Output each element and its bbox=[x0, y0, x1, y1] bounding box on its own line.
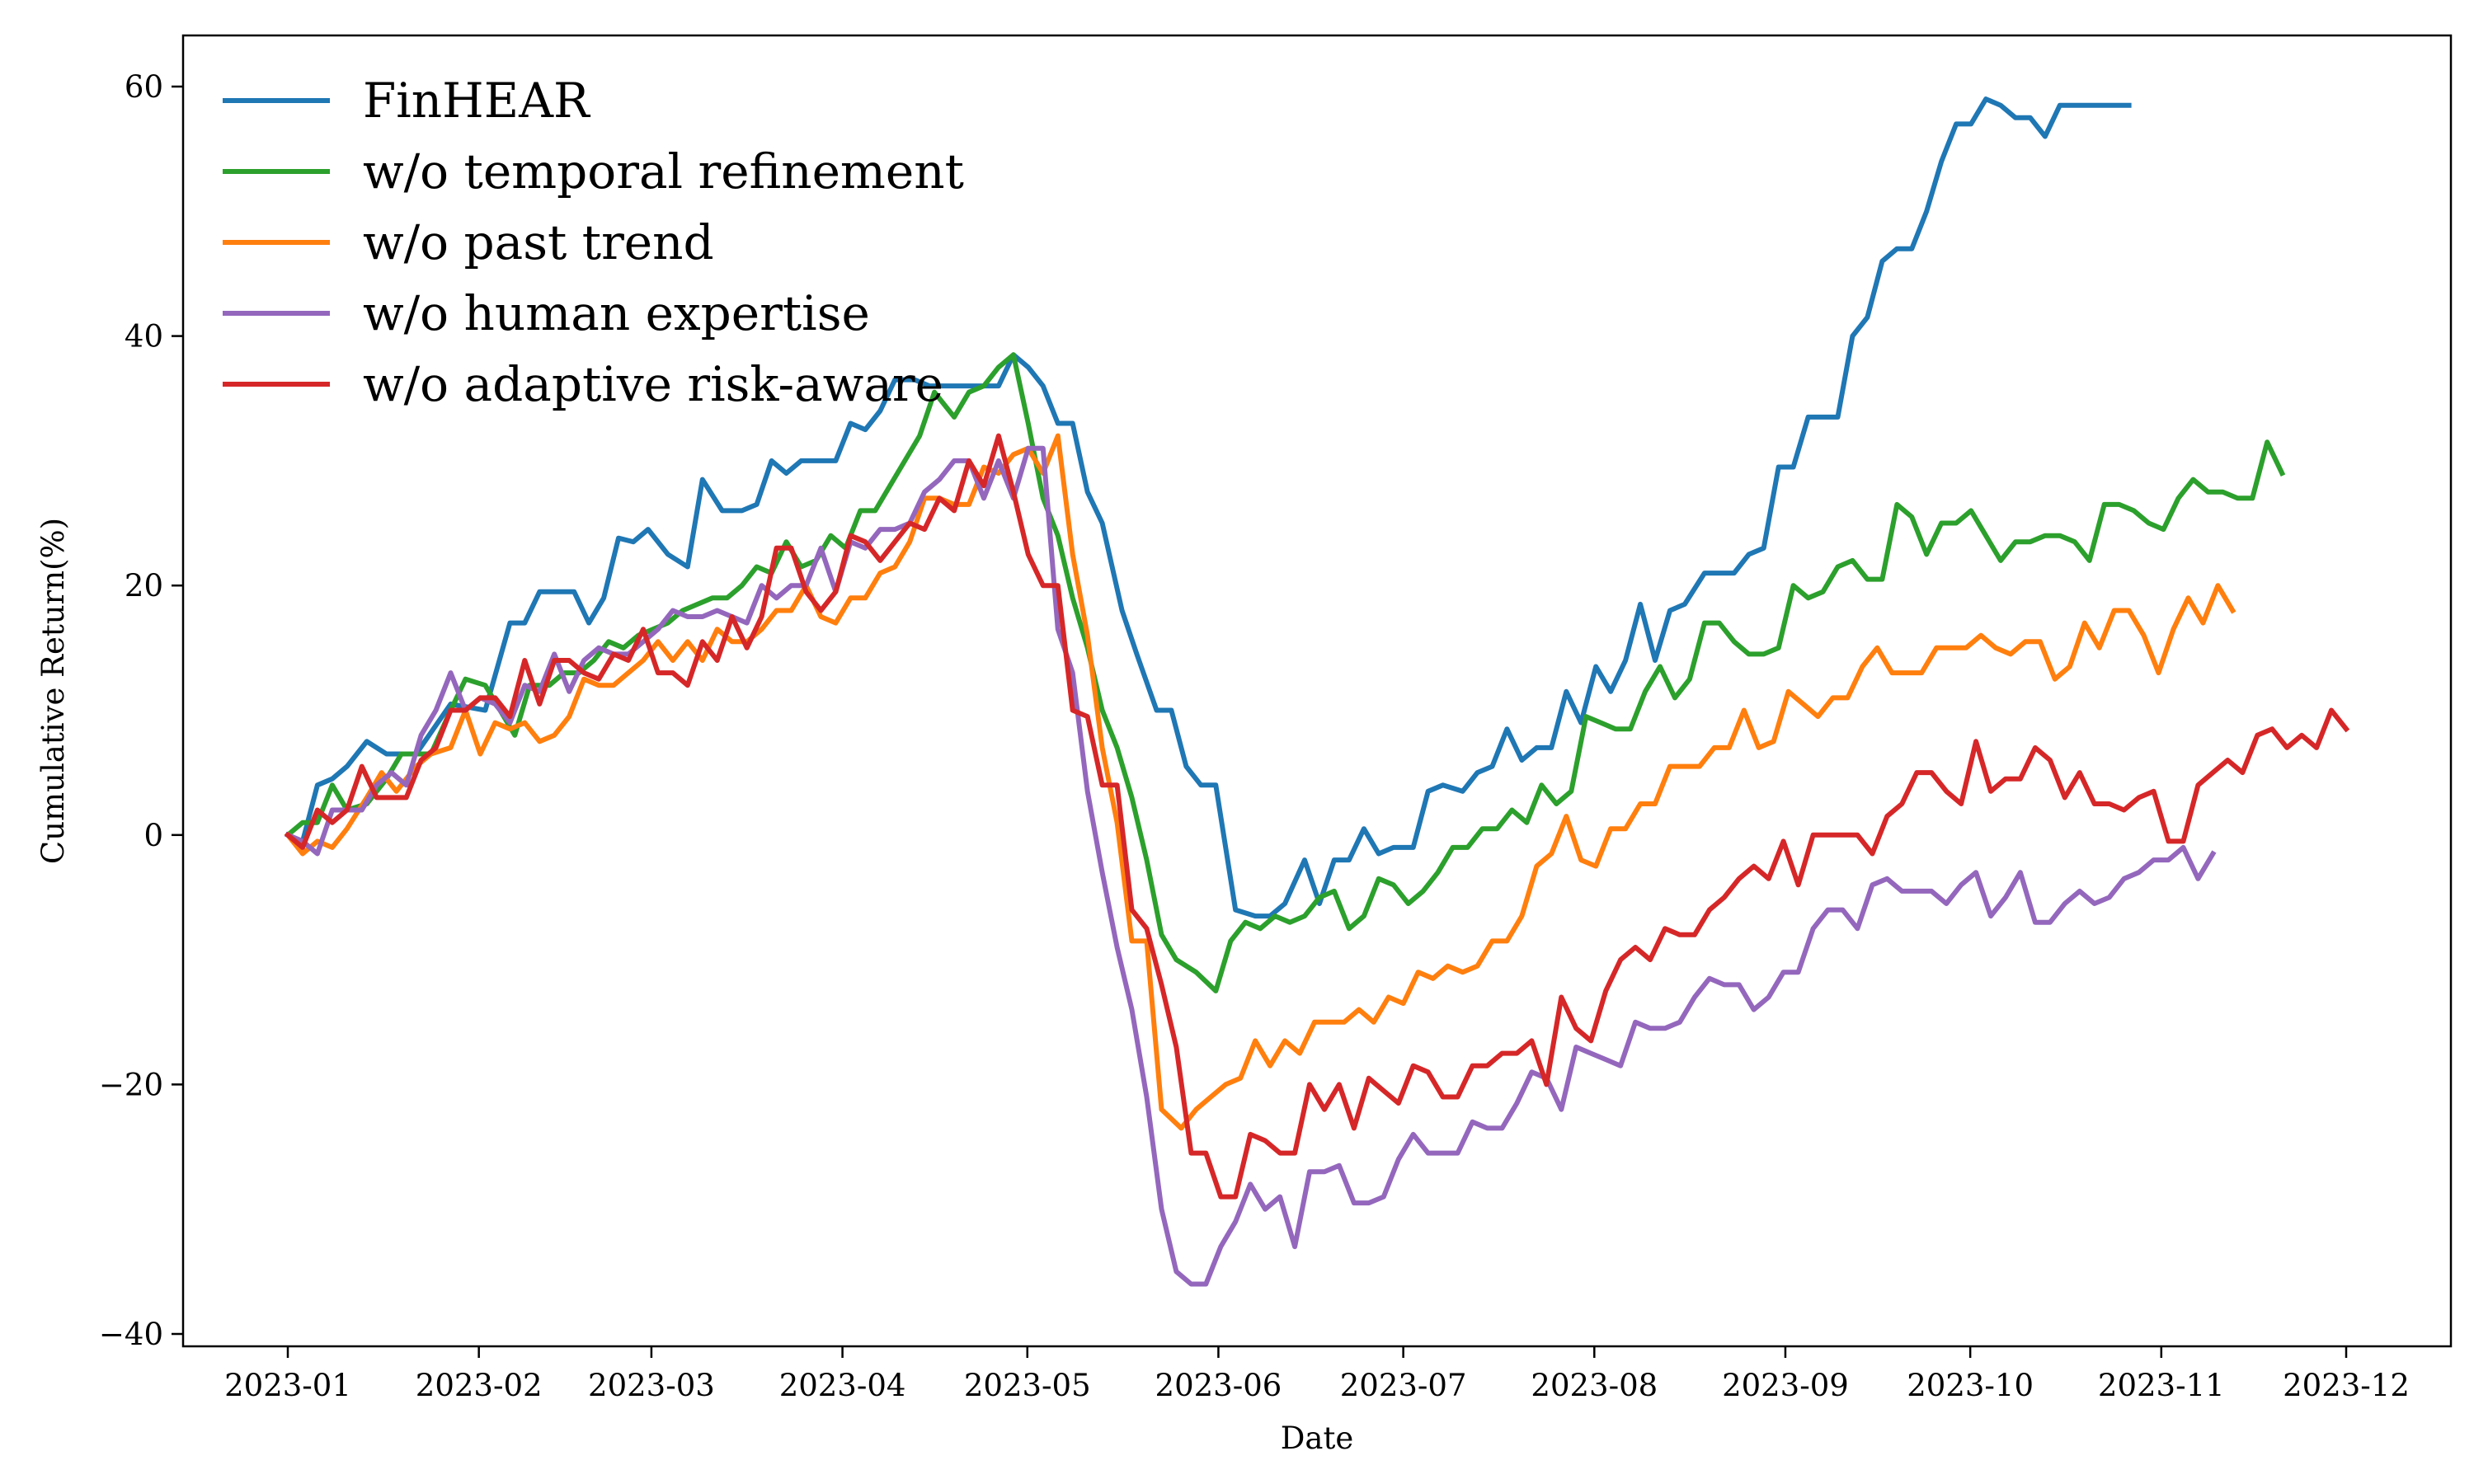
series-line-1 bbox=[285, 96, 2132, 919]
legend-label-2: w/o temporal refinement bbox=[363, 143, 964, 200]
y-tick-label: −40 bbox=[99, 1317, 163, 1352]
x-tick-label: 2023-12 bbox=[2283, 1368, 2410, 1403]
x-tick-label: 2023-06 bbox=[1155, 1368, 1282, 1403]
x-tick-label: 2023-05 bbox=[964, 1368, 1091, 1403]
x-tick-label: 2023-08 bbox=[1531, 1368, 1658, 1403]
x-tick-label: 2023-09 bbox=[1722, 1368, 1849, 1403]
y-tick-label: 60 bbox=[125, 69, 163, 105]
y-axis: −40 −20 0 20 40 60 bbox=[99, 69, 183, 1352]
legend-label-4: w/o human expertise bbox=[363, 285, 870, 341]
legend-label-1: FinHEAR bbox=[363, 73, 591, 129]
legend-label-5: w/o adaptive risk-aware bbox=[363, 356, 943, 412]
x-axis: 2023-01 2023-02 2023-03 2023-04 2023-05 2023-… bbox=[224, 1346, 2410, 1403]
x-tick-label: 2023-10 bbox=[1907, 1368, 2034, 1403]
x-tick-label: 2023-04 bbox=[779, 1368, 906, 1403]
series-line-4 bbox=[285, 445, 2217, 1287]
legend: FinHEAR w/o temporal refinement w/o past t… bbox=[223, 73, 964, 412]
y-tick-label: −20 bbox=[99, 1067, 163, 1102]
plot-frame bbox=[181, 34, 2453, 1348]
x-tick-label: 2023-02 bbox=[416, 1368, 543, 1403]
y-tick-label: 20 bbox=[125, 568, 163, 603]
y-axis-label: Cumulative Return(%) bbox=[35, 518, 71, 864]
x-tick-label: 2023-07 bbox=[1340, 1368, 1467, 1403]
x-tick-label: 2023-11 bbox=[2098, 1368, 2225, 1403]
series-lines bbox=[284, 96, 2350, 1287]
series-line-3 bbox=[284, 433, 2236, 1131]
x-tick-label: 2023-03 bbox=[588, 1368, 715, 1403]
series-line-2 bbox=[284, 352, 2286, 993]
y-tick-label: 40 bbox=[125, 319, 163, 355]
series-line-5 bbox=[284, 433, 2350, 1200]
x-tick-label: 2023-01 bbox=[224, 1368, 351, 1403]
x-axis-label: Date bbox=[1281, 1421, 1354, 1456]
y-tick-label: 0 bbox=[143, 818, 163, 853]
legend-label-3: w/o past trend bbox=[363, 214, 714, 270]
